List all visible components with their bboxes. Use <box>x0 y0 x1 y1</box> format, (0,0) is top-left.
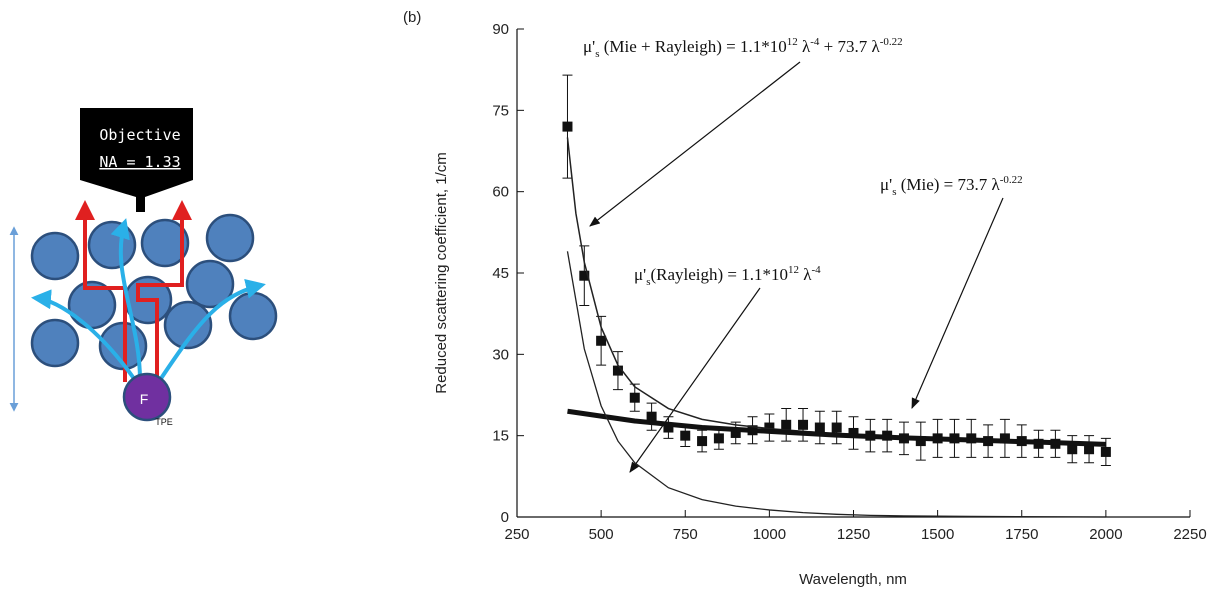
curve <box>566 137 1106 446</box>
objective-label: Objective <box>99 126 180 144</box>
diagram: F TPE Objective NA = 1.33 <box>9 108 278 427</box>
annotation-part: (Mie) = 73.7 λ <box>896 175 1000 194</box>
ballistic-path <box>136 200 192 382</box>
point <box>579 270 590 281</box>
annotation-part: -0.22 <box>1000 174 1023 186</box>
scatter-path <box>31 289 137 382</box>
annotation-part: s <box>892 186 896 198</box>
x-tick-label: 750 <box>673 526 698 543</box>
point <box>713 433 724 444</box>
annotation: μ's (Mie) = 73.7 λ-0.22 <box>880 174 1023 198</box>
y-tick-label: 30 <box>492 346 509 363</box>
annotation-part: -4 <box>812 264 822 276</box>
x-tick-label: 1250 <box>837 526 870 543</box>
annotation-part: s <box>646 276 650 288</box>
y-tick-label: 15 <box>492 428 509 445</box>
point <box>663 422 674 433</box>
annotation-part: (Rayleigh) = 1.1*10 <box>650 265 788 284</box>
chart: (b) Wavelength, nm Reduced scattering co… <box>403 9 1207 588</box>
y-tick-label: 75 <box>492 102 509 119</box>
point <box>1084 444 1095 455</box>
point <box>562 121 573 132</box>
annotation-arrow <box>911 197 1004 409</box>
x-tick-label: 1000 <box>753 526 786 543</box>
point <box>915 436 926 447</box>
annotation-part: μ' <box>634 265 646 284</box>
scatter-path <box>110 218 142 381</box>
y-tick-label: 45 <box>492 265 509 282</box>
annotation-part: s <box>595 48 599 60</box>
x-axis-label: Wavelength, nm <box>799 571 907 588</box>
fluorophore <box>122 372 172 422</box>
point <box>848 427 859 438</box>
x-tick-label: 250 <box>504 526 529 543</box>
annotation-part: λ <box>798 37 811 56</box>
annotation-part: (Mie + Rayleigh) = 1.1*10 <box>599 37 786 56</box>
annotation-arrow <box>589 61 801 227</box>
point <box>629 392 640 403</box>
point <box>596 335 607 346</box>
y-tick-label: 60 <box>492 184 509 201</box>
x-tick-label: 1750 <box>1005 526 1038 543</box>
point <box>999 433 1010 444</box>
x-tick-label: 500 <box>589 526 614 543</box>
curve <box>566 251 1106 518</box>
point <box>1100 446 1111 457</box>
na-label: NA = 1.33 <box>99 153 180 171</box>
point <box>1067 444 1078 455</box>
x-tick-label: 1500 <box>921 526 954 543</box>
objective <box>80 108 193 212</box>
y-tick-label: 0 <box>501 509 509 526</box>
y-tick-label: 90 <box>492 21 509 38</box>
point <box>814 422 825 433</box>
annotation-part: -4 <box>810 36 820 48</box>
fluorophore-label: F <box>140 391 149 407</box>
ballistic-path <box>75 200 127 382</box>
point <box>646 411 657 422</box>
x-tick-label: 2000 <box>1089 526 1122 543</box>
y-axis-label: Reduced scattering coefficient, 1/cm <box>433 152 450 394</box>
point <box>781 419 792 430</box>
scatter-path <box>158 278 266 382</box>
annotation-part: + 73.7 λ <box>819 37 880 56</box>
annotation-part: 12 <box>787 36 798 48</box>
point <box>730 427 741 438</box>
annotation-part: λ <box>799 265 812 284</box>
point <box>831 422 842 433</box>
annotation: μ's (Mie + Rayleigh) = 1.1*1012 λ-4 + 73… <box>583 36 903 60</box>
annotation-part: μ' <box>880 175 892 194</box>
point <box>697 436 708 447</box>
annotation-part: μ' <box>583 37 595 56</box>
panel-label: (b) <box>403 9 421 26</box>
annotation-part: -0.22 <box>880 36 903 48</box>
x-tick-label: 2250 <box>1173 526 1206 543</box>
annotation: μ's(Rayleigh) = 1.1*1012 λ-4 <box>634 264 821 288</box>
point <box>798 419 809 430</box>
annotation-arrow <box>629 287 761 473</box>
point <box>680 430 691 441</box>
annotation-part: 12 <box>788 264 799 276</box>
point <box>612 365 623 376</box>
fluorophore-sub: TPE <box>155 417 173 427</box>
curve <box>567 408 1106 447</box>
point <box>764 422 775 433</box>
